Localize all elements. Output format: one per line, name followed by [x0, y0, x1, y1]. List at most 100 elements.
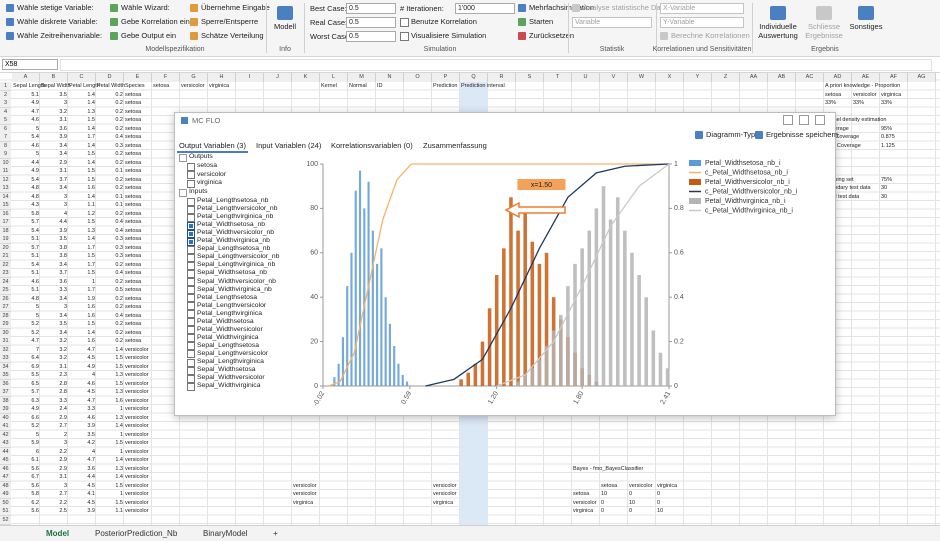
tree-group[interactable]: Outputs [179, 153, 213, 162]
input-item[interactable]: Petal_Widthversicolor_nb [187, 229, 274, 238]
column-header: D [96, 73, 124, 82]
dialog-tab[interactable]: Output Variablen (3) [177, 141, 248, 153]
input-item[interactable]: Petal_Widthsetosa [187, 318, 254, 327]
cell: Min Coverage [825, 134, 860, 140]
name-box[interactable]: X58 [2, 59, 58, 70]
input-item[interactable]: Sepal_Lengthvirginica_nb [187, 261, 275, 270]
compute-correlations-button[interactable]: Berechne Korrelationen [660, 31, 750, 41]
sheet-tab[interactable]: PosteriorPrediction_Nb [95, 529, 178, 538]
input-item[interactable]: Sepal_Lengthvirginica [187, 358, 264, 367]
input-item[interactable]: Sepal_Widthversicolor_nb [187, 278, 276, 286]
case-input[interactable]: 0.5 [346, 17, 396, 28]
cell: 0.3 [115, 142, 123, 149]
cell: virginica [209, 83, 230, 89]
action-button[interactable]: Sperre/Entsperre [190, 17, 258, 27]
wizard-button[interactable]: Gebe Output ein [110, 31, 176, 41]
input-item[interactable]: Sepal_Lengthsetosa_nb [187, 245, 270, 254]
sheet-tab[interactable]: BinaryModel [203, 529, 248, 538]
dialog-tab[interactable]: Input Variablen (24) [256, 141, 322, 150]
cell: 1 [119, 491, 123, 497]
sheet-tab[interactable]: + [273, 529, 278, 538]
cell: 1.7 [87, 244, 95, 251]
cell: 3.5 [59, 236, 67, 242]
save-results-button[interactable]: Ergebnisse speichern [755, 130, 838, 140]
correlation-checkbox[interactable]: Benutze Korrelation [400, 17, 477, 27]
cell: 3.6 [59, 278, 67, 285]
cell: setosa [125, 142, 142, 149]
case-input[interactable]: 0.5 [346, 3, 396, 14]
formula-input[interactable] [60, 59, 932, 71]
input-item[interactable]: Sepal_Lengthsetosa [187, 342, 259, 351]
input-item[interactable]: Petal_Lengthversicolor [187, 302, 266, 311]
input-item[interactable]: Petal_Widthvirginica [187, 334, 259, 343]
variable-selector[interactable]: Wähle diskrete Variable: [6, 17, 98, 27]
cell: setosa [125, 100, 142, 106]
input-item[interactable]: Petal_Widthsetosa_nb [187, 221, 265, 230]
modell-button[interactable]: Modell [270, 6, 300, 31]
row-header: 52 [0, 515, 11, 525]
cell: versicolor [125, 355, 149, 361]
output-item[interactable]: virginica [187, 179, 222, 188]
input-item[interactable]: Sepal_Widthsetosa [187, 366, 256, 375]
output-item[interactable]: versicolor [187, 171, 226, 180]
case-input[interactable]: 0.5 [346, 31, 396, 42]
input-item[interactable]: Petal_Lengthsetosa_nb [187, 197, 268, 206]
misc-button[interactable]: Sonstiges [846, 6, 886, 31]
cell: 1.6 [87, 312, 95, 319]
wizard-button[interactable]: Wähle Wizard: [110, 3, 170, 13]
cell: 5.4 [31, 134, 39, 140]
cell: 4.9 [87, 363, 95, 370]
cell: 0.2 [115, 304, 123, 310]
cell: versicolor [125, 465, 149, 472]
action-button[interactable]: Schätze Verteilung [190, 31, 264, 41]
cell: 0.4 [115, 227, 123, 234]
minimize-button[interactable] [783, 115, 793, 125]
cell: 1.5 [115, 482, 123, 489]
input-item[interactable]: Petal_Widthvirginica_nb [187, 237, 270, 246]
cell: versicolor [433, 491, 457, 497]
input-item[interactable]: Petal_Lengthvirginica_nb [187, 213, 273, 222]
cell: virginica [433, 499, 454, 506]
input-item[interactable]: Sepal_Widthvirginica [187, 382, 260, 391]
output-item[interactable]: setosa [187, 162, 217, 171]
cell: 0 [657, 499, 661, 506]
variable-dropdown[interactable]: Variable [572, 17, 652, 28]
sheet-tab[interactable]: Model [40, 526, 75, 541]
input-item[interactable]: Petal_Lengthversicolor_nb [187, 205, 277, 214]
analyse-button[interactable]: Analyse statistische Daten [572, 3, 671, 13]
close-button[interactable] [815, 115, 825, 125]
individual-evaluation-button[interactable]: Individuelle Auswertung [756, 6, 800, 40]
dialog-tab[interactable]: Zusammenfassung [423, 141, 487, 150]
x-variable-dropdown[interactable]: X-Variable [660, 3, 744, 14]
iterations-input[interactable]: 1'000 [455, 3, 515, 14]
chart-type-button[interactable]: Diagramm-Typ [695, 130, 755, 140]
input-item[interactable]: Sepal_Widthversicolor [187, 374, 265, 383]
input-item[interactable]: Sepal_Widthvirginica_nb [187, 286, 272, 295]
variable-selector[interactable]: Wähle Zeitreihenvariable: [6, 31, 102, 41]
input-item[interactable]: Petal_Lengthvirginica [187, 310, 262, 319]
visualize-checkbox[interactable]: Visualisiere Simulation [400, 31, 486, 41]
tree-group[interactable]: Inputs [179, 188, 208, 197]
cell: 1.5 [115, 499, 123, 506]
reset-button[interactable]: Zurücksetzen [518, 31, 574, 41]
input-item[interactable]: Sepal_Lengthversicolor_nb [187, 253, 279, 262]
y-variable-dropdown[interactable]: Y-Variable [660, 17, 744, 28]
dialog-tab[interactable]: Korrelationsvariablen (0) [331, 141, 413, 150]
input-item[interactable]: Sepal_Lengthversicolor [187, 350, 268, 359]
input-item[interactable]: Petal_Lengthsetosa [187, 294, 257, 303]
multi-sim-button[interactable]: Mehrfachsimulation [518, 3, 594, 13]
variable-selector[interactable]: Wähle stetige Variable: [6, 3, 94, 13]
start-button[interactable]: Starten [518, 17, 553, 27]
close-results-button[interactable]: Schliesse Ergebnisse [804, 6, 844, 40]
input-item[interactable]: Petal_Widthversicolor [187, 326, 263, 335]
cell: 3.7 [59, 270, 67, 276]
cell: 6.3 [31, 397, 39, 404]
action-button[interactable]: Übernehme Eingabe [190, 3, 270, 13]
wizard-button[interactable]: Gebe Korrelation ein [110, 17, 190, 27]
chart: 0 20 40 60 80 100 0 0.2 0.4 0.6 0.8 1 -0.02 0.59 1.20 1… [306, 160, 797, 408]
input-item[interactable]: Sepal_Widthsetosa_nb [187, 269, 267, 278]
maximize-button[interactable] [799, 115, 809, 125]
cell: 1.3 [87, 108, 95, 115]
cell: 10 [601, 491, 608, 497]
cell: 1.4 [87, 142, 95, 149]
